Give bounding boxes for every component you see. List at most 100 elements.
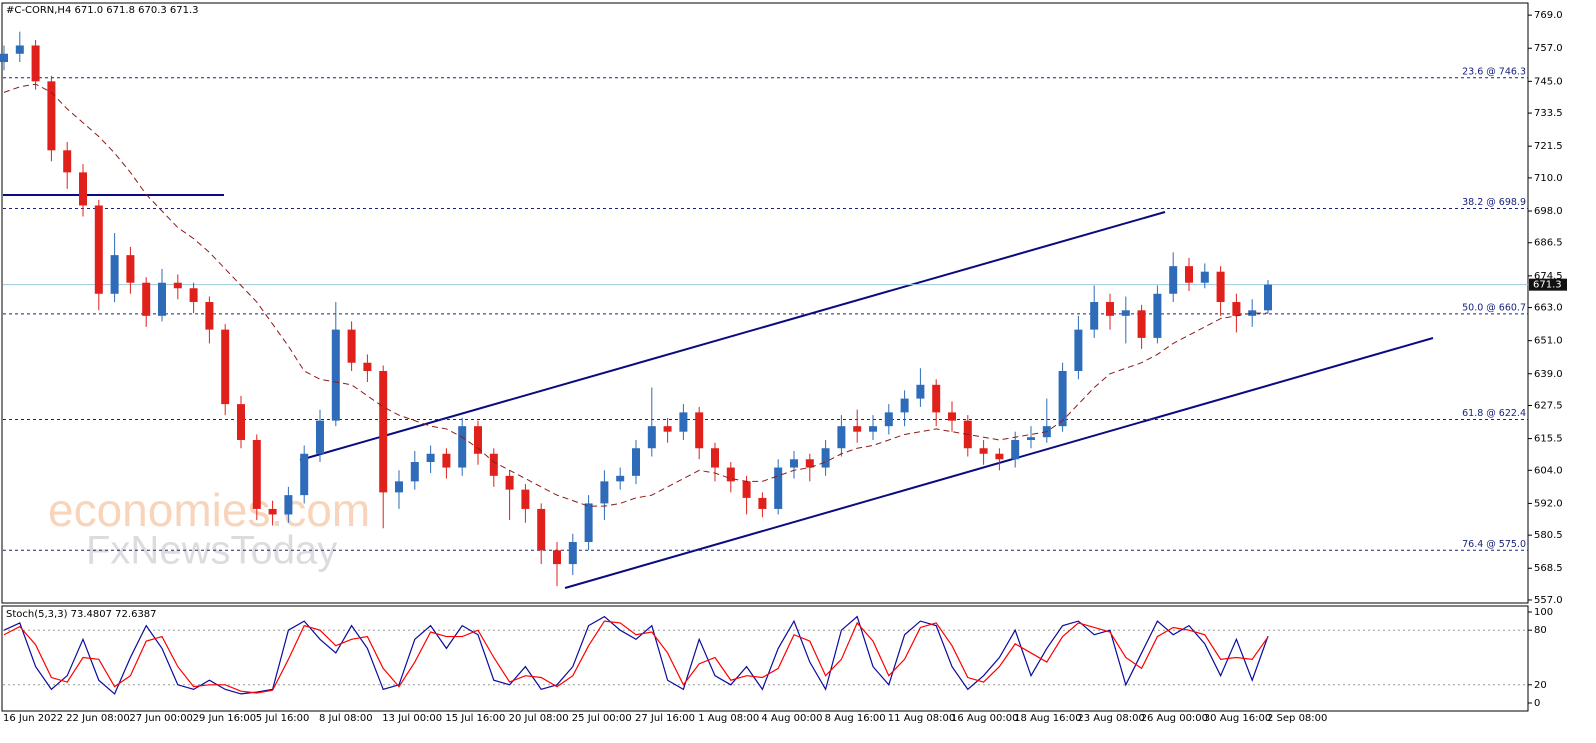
moving-average — [3, 83, 1268, 507]
x-tick-label: 2 Sep 08:00 — [1267, 713, 1327, 724]
y-tick-label: 627.5 — [1534, 400, 1563, 411]
candle-body — [331, 329, 340, 421]
candle-body — [600, 481, 609, 504]
candle-body — [173, 282, 182, 289]
x-tick-label: 1 Aug 08:00 — [698, 713, 759, 724]
candle-body — [142, 282, 151, 316]
candle-body — [268, 508, 277, 515]
x-tick-label: 22 Jun 08:00 — [66, 713, 130, 724]
y-tick-label: 592.0 — [1534, 498, 1563, 509]
y-tick-label: 721.5 — [1534, 141, 1563, 152]
y-tick-label: 757.0 — [1534, 43, 1563, 54]
candle-body — [63, 150, 72, 173]
candle-body — [1232, 302, 1241, 316]
x-tick-label: 5 Jul 16:00 — [256, 713, 310, 724]
x-tick-label: 26 Aug 00:00 — [1141, 713, 1208, 724]
candle-body — [379, 371, 388, 493]
candle-body — [158, 282, 166, 316]
y-tick-label: 80 — [1534, 625, 1547, 636]
fib-label: 50.0 @ 660.7 — [1462, 302, 1526, 313]
y-tick-label: 698.0 — [1534, 206, 1563, 217]
fib-label: 23.6 @ 746.3 — [1462, 66, 1526, 77]
candle-body — [726, 467, 735, 482]
candle-body — [1169, 266, 1178, 294]
candle-body — [221, 329, 230, 405]
candle-body — [1121, 310, 1130, 316]
candle-body — [474, 426, 482, 454]
y-tick-label: 0 — [1534, 698, 1540, 709]
y-tick-label: 557.0 — [1534, 595, 1563, 606]
x-tick-label: 29 Jun 16:00 — [193, 713, 257, 724]
candle-body — [1200, 271, 1209, 283]
candle-body — [553, 550, 561, 565]
candle-body — [15, 45, 24, 54]
candle-body — [1137, 310, 1146, 338]
x-tick-label: 27 Jun 00:00 — [129, 713, 193, 724]
y-tick-label: 710.0 — [1534, 173, 1563, 184]
candle-body — [1011, 439, 1020, 460]
candle-body — [632, 448, 640, 476]
candle-body — [1264, 284, 1272, 311]
candle-body — [695, 412, 704, 449]
candle-body — [458, 426, 467, 468]
y-tick-label: 651.0 — [1534, 336, 1563, 347]
candle-body — [948, 412, 956, 421]
fib-label: 61.8 @ 622.4 — [1462, 408, 1526, 419]
x-tick-label: 23 Aug 08:00 — [1077, 713, 1144, 724]
y-tick-label: 686.5 — [1534, 238, 1563, 249]
y-tick-label: 615.5 — [1534, 434, 1563, 445]
candle-body — [189, 288, 198, 303]
candle-body — [252, 439, 261, 509]
candle-body — [347, 329, 356, 363]
y-tick-label: 100 — [1534, 607, 1553, 618]
watermark: economies.com — [48, 484, 370, 536]
candle-body — [1248, 310, 1257, 316]
fib-label: 38.2 @ 698.9 — [1462, 197, 1526, 208]
candle-body — [31, 45, 40, 82]
last-price-label: 671.3 — [1533, 280, 1562, 291]
candle-body — [1153, 293, 1162, 338]
candle-body — [1074, 329, 1083, 371]
candle-body — [410, 462, 419, 482]
candle-body — [300, 453, 309, 496]
candle-body — [284, 495, 293, 515]
candle-body — [742, 481, 751, 498]
candle-body — [584, 503, 593, 543]
candle-body — [758, 497, 767, 509]
x-tick-label: 8 Jul 08:00 — [319, 713, 373, 724]
candle-body — [426, 453, 435, 463]
x-tick-label: 18 Aug 16:00 — [1014, 713, 1081, 724]
candle-body — [1106, 302, 1114, 316]
x-tick-label: 30 Aug 16:00 — [1204, 713, 1271, 724]
x-tick-label: 16 Jun 2022 — [3, 713, 63, 724]
candle-body — [774, 467, 783, 509]
trend-line — [299, 211, 1166, 461]
candle-body — [647, 426, 656, 449]
candle-body — [805, 459, 814, 468]
candle-body — [711, 448, 719, 468]
candle-body — [900, 398, 909, 413]
candle-body — [679, 412, 688, 432]
candle-body — [537, 508, 546, 551]
candle-body — [869, 426, 877, 432]
candle-body — [1216, 271, 1225, 303]
candle-body — [94, 205, 103, 294]
x-tick-label: 20 Jul 08:00 — [509, 713, 569, 724]
candle-body — [995, 453, 1004, 460]
candle-body — [1090, 302, 1099, 330]
chart-title: #C-CORN,H4 671.0 671.8 670.3 671.3 — [6, 5, 199, 16]
y-tick-label: 568.5 — [1534, 563, 1563, 574]
y-tick-label: 639.0 — [1534, 369, 1563, 380]
candle-body — [916, 384, 925, 399]
x-tick-label: 27 Jul 16:00 — [635, 713, 695, 724]
candle-body — [521, 489, 530, 509]
x-tick-label: 16 Aug 00:00 — [951, 713, 1018, 724]
stoch-line — [3, 615, 1269, 695]
fib-label: 76.4 @ 575.0 — [1462, 539, 1526, 550]
stoch-line — [3, 620, 1269, 694]
x-tick-label: 11 Aug 08:00 — [888, 713, 955, 724]
x-tick-label: 4 Aug 00:00 — [761, 713, 822, 724]
candle-body — [837, 426, 846, 449]
candle-body — [1185, 266, 1193, 283]
